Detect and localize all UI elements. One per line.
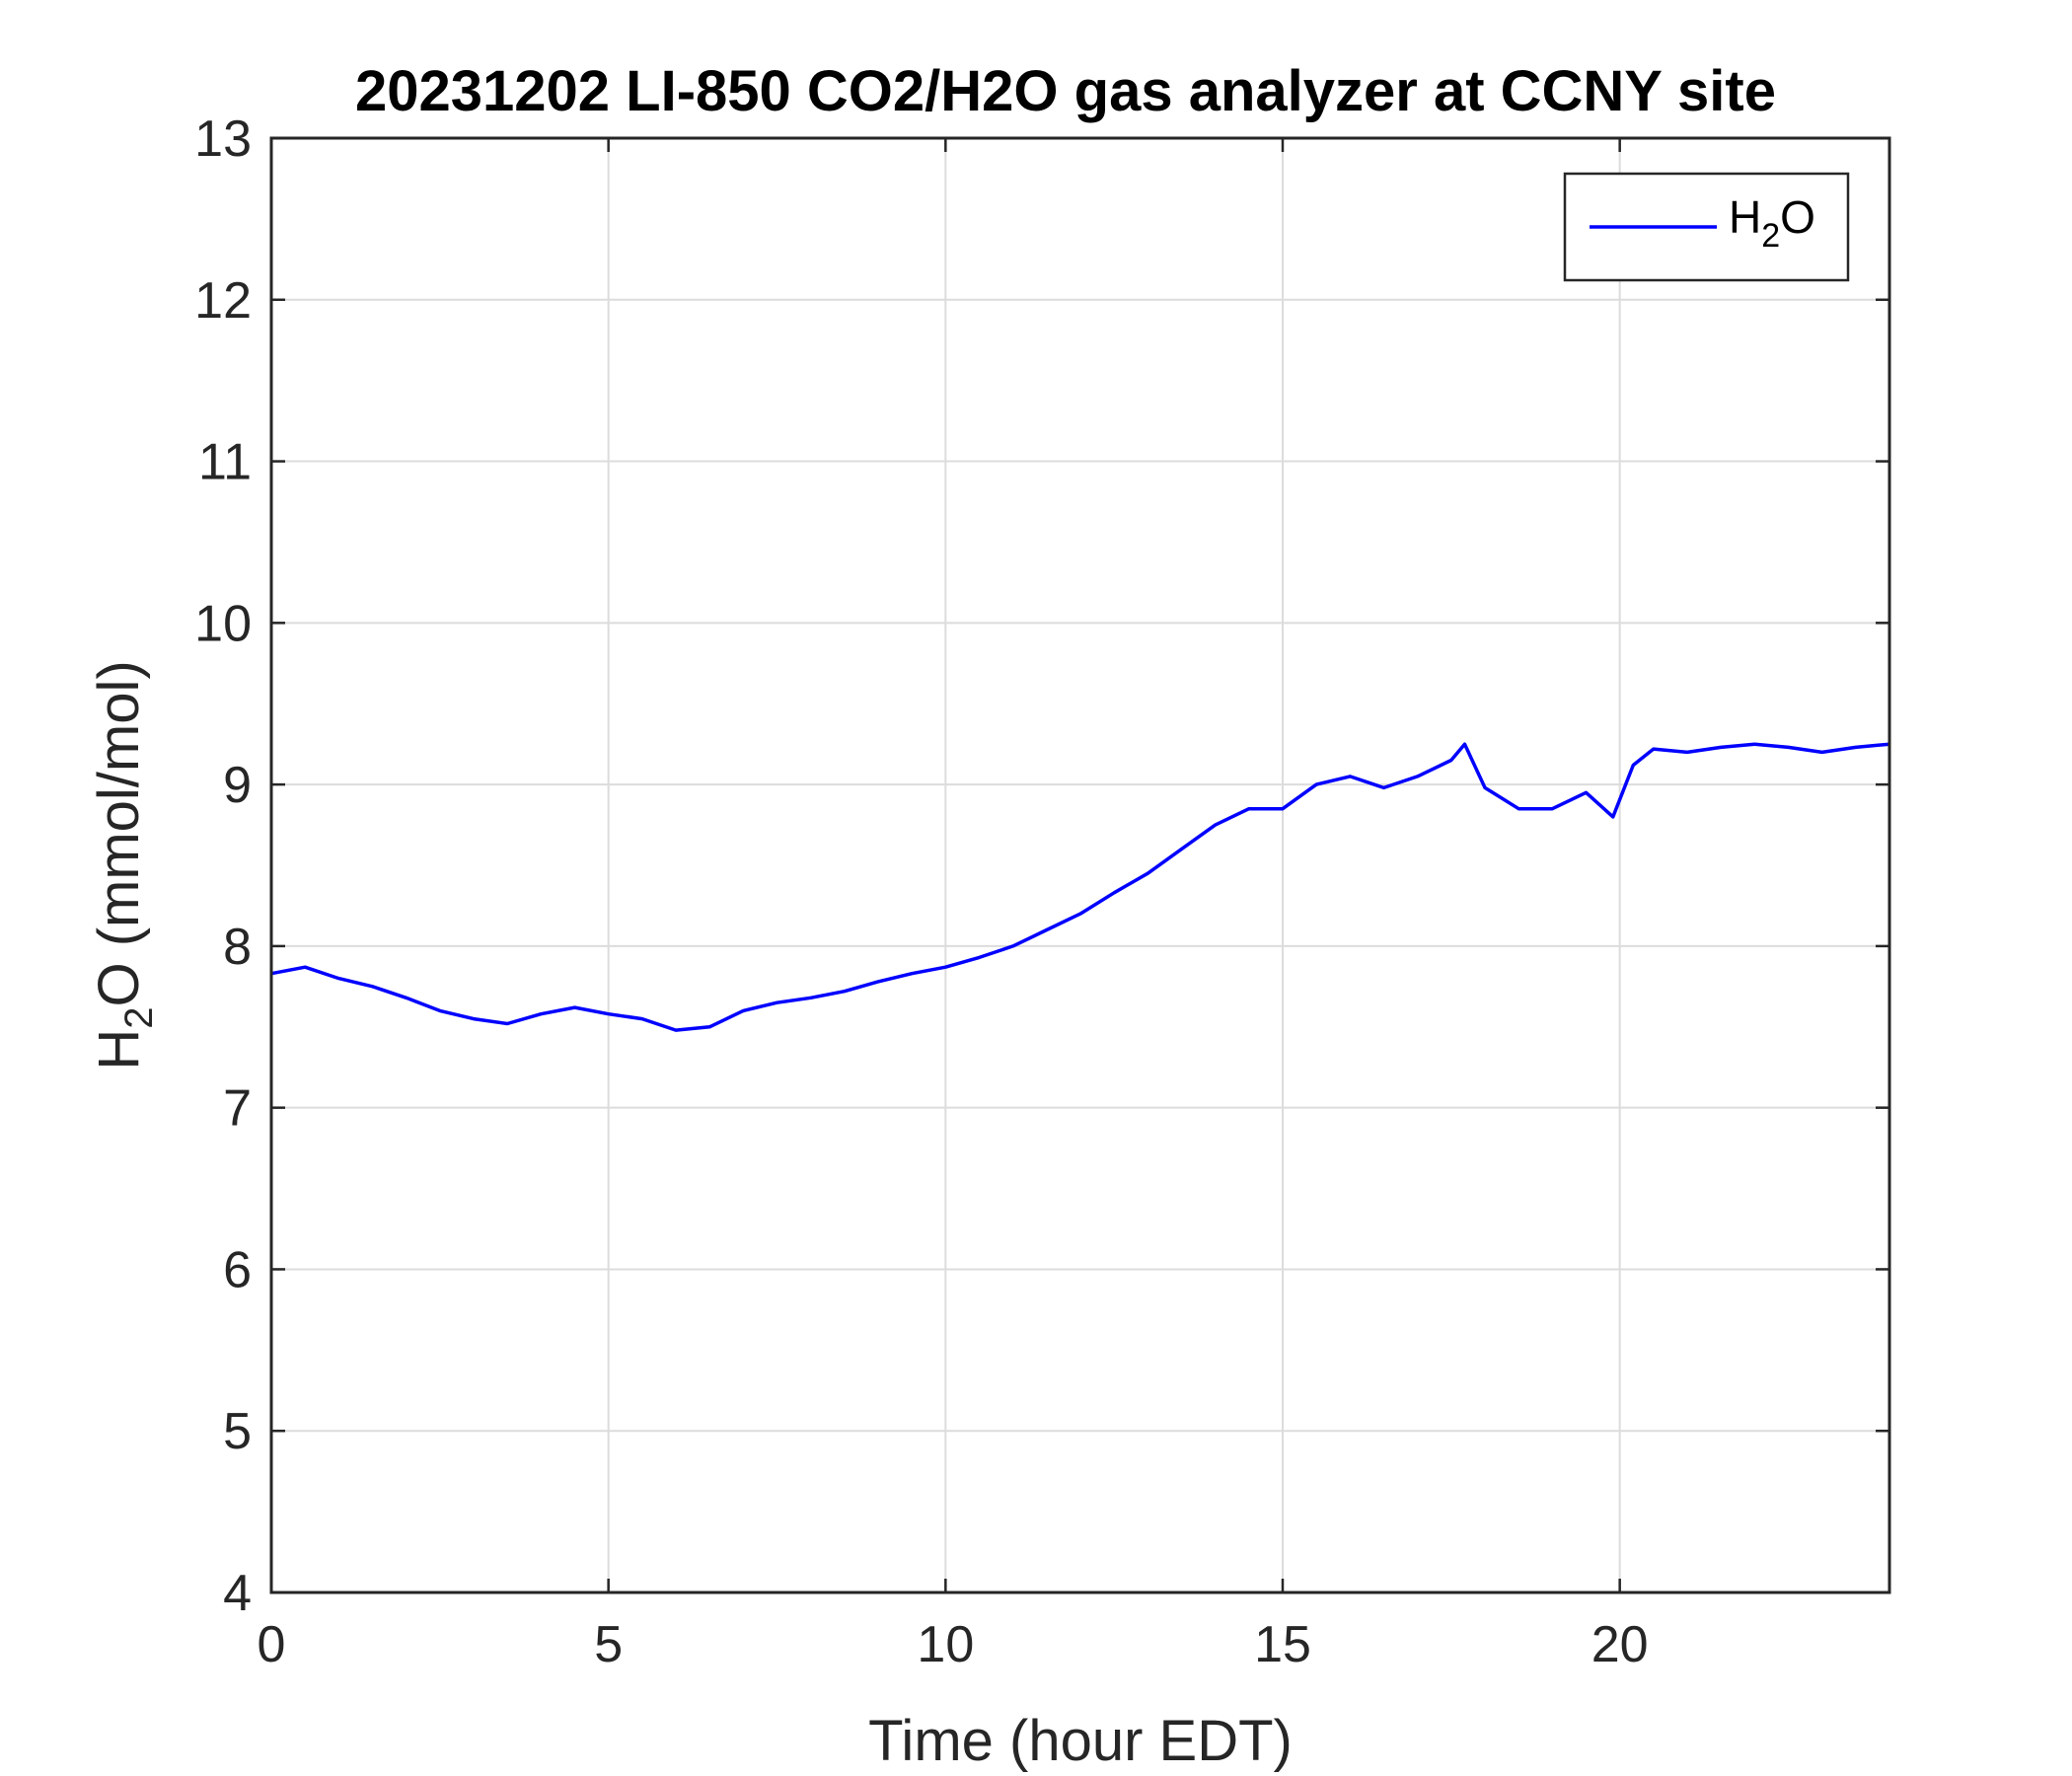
y-tick-label: 5	[223, 1403, 252, 1460]
y-tick-label: 6	[223, 1241, 252, 1298]
x-tick-label: 20	[1591, 1616, 1649, 1673]
y-tick-label: 12	[194, 272, 252, 330]
x-tick-label: 0	[258, 1616, 286, 1673]
chart-title: 20231202 LI-850 CO2/H2O gas analyzer at …	[355, 59, 1776, 123]
x-axis-label: Time (hour EDT)	[868, 1709, 1293, 1773]
y-tick-label: 13	[194, 111, 252, 168]
h2o-series-line	[270, 742, 1890, 1032]
y-tick-label: 11	[198, 434, 252, 491]
grid-layer	[270, 138, 1889, 1592]
y-tick-label: 9	[223, 757, 252, 814]
plot-area-frame	[269, 136, 1891, 1594]
y-tick-label: 7	[223, 1080, 252, 1138]
x-tick-label: 10	[917, 1616, 974, 1673]
y-tick-label: 10	[194, 595, 252, 652]
y-axis-label: H2O (mmol/mol)	[87, 660, 161, 1070]
x-tick-label: 5	[594, 1616, 623, 1673]
y-tick-label: 8	[223, 919, 252, 976]
y-tick-label: 4	[223, 1565, 252, 1622]
legend: H2O	[1563, 172, 1850, 282]
tick-layer: 0 5 10 15 20 4 5 6 7 8 9 10 11 12 13	[194, 111, 1889, 1673]
x-tick-label: 15	[1254, 1616, 1311, 1673]
